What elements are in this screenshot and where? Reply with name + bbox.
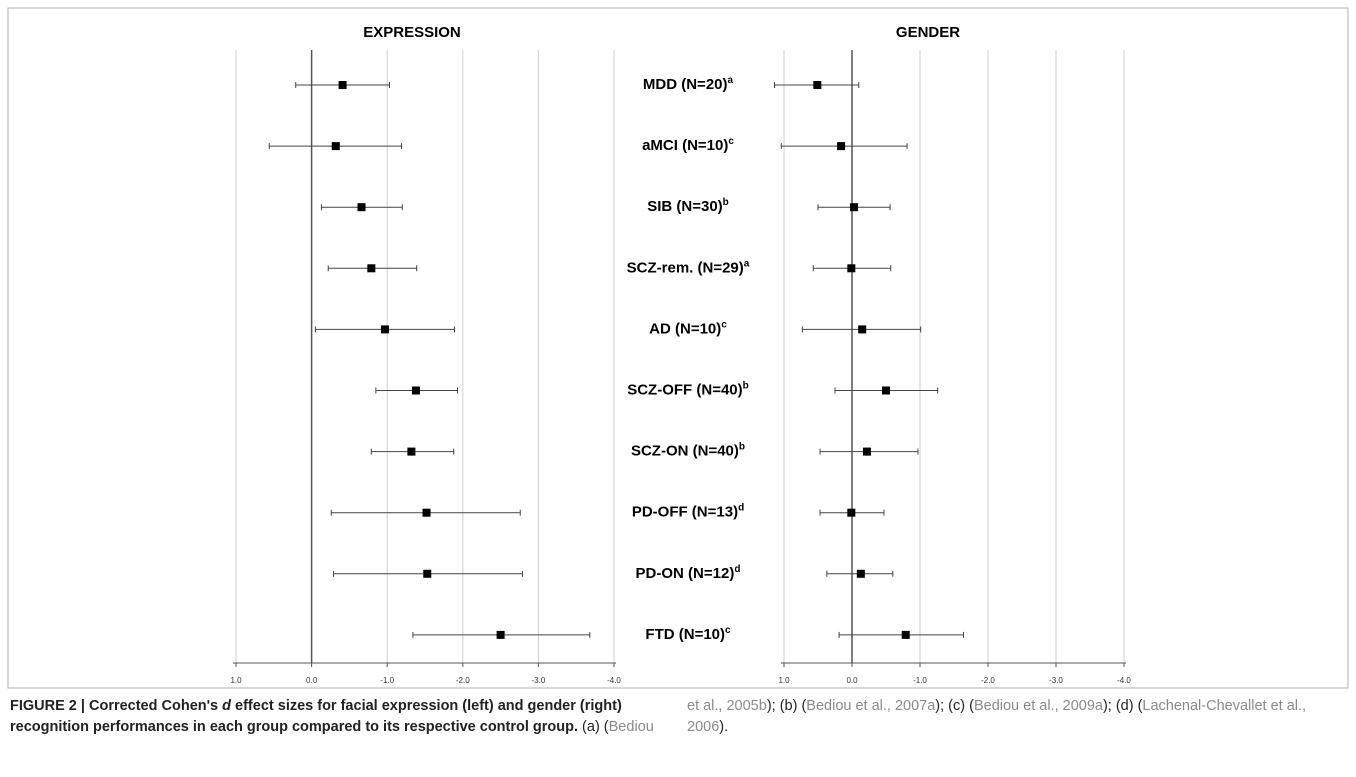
row-label: FTD (N=10)c bbox=[645, 625, 731, 643]
row-label: aMCI (N=10)c bbox=[642, 136, 734, 154]
group-name: PD-ON (N=12) bbox=[636, 565, 735, 582]
superscript: d bbox=[738, 502, 744, 513]
x-tick-label: -4.0 bbox=[607, 676, 621, 685]
effect-point bbox=[496, 630, 505, 639]
caption-part: ); (c) ( bbox=[935, 698, 974, 714]
group-name: MDD (N=20) bbox=[643, 76, 728, 93]
effect-point bbox=[847, 508, 856, 517]
caption-part: FIGURE 2 | Corrected Cohen's bbox=[10, 698, 223, 714]
row-label: PD-ON (N=12)d bbox=[636, 563, 741, 581]
effect-point bbox=[423, 569, 432, 578]
effect-point bbox=[357, 203, 366, 212]
x-tick-label: -2.0 bbox=[981, 676, 995, 685]
caption-part: ); (b) ( bbox=[766, 698, 807, 714]
effect-point bbox=[338, 81, 347, 89]
x-tick-label: -3.0 bbox=[1049, 676, 1063, 685]
row-label: SCZ-OFF (N=40)b bbox=[627, 380, 749, 398]
effect-point bbox=[837, 142, 846, 151]
caption-part: Bediou et al., 2009a bbox=[973, 698, 1103, 714]
superscript: b bbox=[743, 380, 749, 391]
row-label: MDD (N=20)a bbox=[643, 75, 734, 93]
group-name: FTD (N=10) bbox=[645, 626, 725, 643]
caption-part: Bediou et al., 2007a bbox=[806, 698, 936, 714]
x-tick-label: -1.0 bbox=[913, 676, 927, 685]
x-tick-label: 0.0 bbox=[306, 676, 318, 685]
caption-part: Bediou et al., 2005b bbox=[608, 698, 767, 735]
row-label: SCZ-ON (N=40)b bbox=[631, 441, 745, 459]
x-tick-label: 1.0 bbox=[778, 676, 790, 685]
effect-point bbox=[380, 325, 389, 334]
superscript: c bbox=[725, 625, 731, 636]
superscript: d bbox=[734, 563, 740, 574]
x-tick-label: -4.0 bbox=[1117, 676, 1131, 685]
x-tick-label: 1.0 bbox=[230, 676, 242, 685]
group-name: AD (N=10) bbox=[649, 320, 721, 337]
group-name: SIB (N=30) bbox=[647, 198, 722, 215]
caption-part: d bbox=[222, 698, 232, 714]
superscript: a bbox=[728, 75, 734, 86]
effect-point bbox=[847, 264, 856, 273]
effect-point bbox=[813, 81, 822, 89]
effect-point bbox=[367, 264, 376, 273]
group-name: PD-OFF (N=13) bbox=[632, 504, 738, 521]
group-name: SCZ-rem. (N=29) bbox=[627, 259, 744, 276]
group-name: SCZ-ON (N=40) bbox=[631, 443, 739, 460]
figure-frame bbox=[7, 7, 1349, 689]
x-tick-label: -2.0 bbox=[456, 676, 470, 685]
row-label: SCZ-rem. (N=29)a bbox=[627, 258, 750, 276]
effect-point bbox=[882, 386, 890, 395]
x-tick-label: -1.0 bbox=[380, 676, 394, 685]
superscript: a bbox=[744, 258, 750, 269]
caption: FIGURE 2 | Corrected Cohen's d effect si… bbox=[10, 696, 1346, 738]
effect-point bbox=[901, 630, 910, 639]
effect-point bbox=[422, 508, 431, 517]
effect-point bbox=[411, 386, 420, 395]
row-label: AD (N=10)c bbox=[649, 319, 727, 337]
chart-title: GENDER bbox=[896, 24, 960, 41]
effect-point bbox=[862, 447, 871, 456]
group-name: aMCI (N=10) bbox=[642, 137, 728, 154]
effect-point bbox=[856, 569, 865, 578]
x-tick-label: -3.0 bbox=[532, 676, 546, 685]
effect-point bbox=[858, 325, 867, 334]
caption-part: ). bbox=[719, 719, 729, 735]
effect-point bbox=[407, 447, 416, 456]
caption-part: Lachenal-Chevallet et al., 2006 bbox=[687, 698, 1307, 735]
effect-point bbox=[331, 142, 340, 151]
effect-point bbox=[850, 203, 859, 212]
caption-part: ); (d) ( bbox=[1102, 698, 1143, 714]
superscript: b bbox=[723, 197, 729, 208]
superscript: c bbox=[728, 136, 734, 147]
group-name: SCZ-OFF (N=40) bbox=[627, 381, 742, 398]
x-tick-label: 0.0 bbox=[846, 676, 858, 685]
superscript: b bbox=[739, 441, 745, 452]
row-label: PD-OFF (N=13)d bbox=[632, 502, 744, 520]
caption-part: effect sizes for facial expression (left… bbox=[10, 698, 622, 735]
superscript: c bbox=[721, 319, 727, 330]
caption-part: (a) ( bbox=[578, 719, 609, 735]
row-label: SIB (N=30)b bbox=[647, 197, 729, 215]
figure: EXPRESSION 1.0 0.0 -1.0 -2.0 -3.0 -4.0 MDD (N=2… bbox=[7, 7, 1349, 689]
chart-title: EXPRESSION bbox=[363, 24, 461, 41]
